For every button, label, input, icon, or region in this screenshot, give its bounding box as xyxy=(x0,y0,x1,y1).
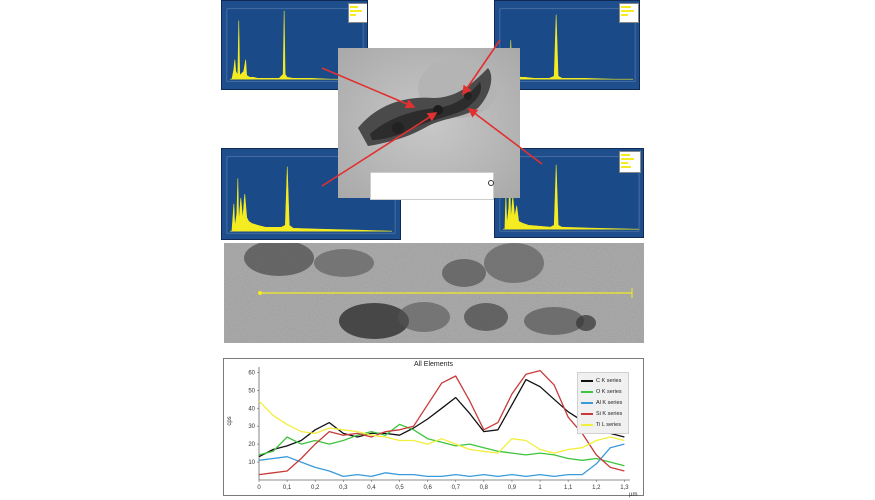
legend-label: C K series xyxy=(596,378,622,384)
x-tick-label: 0,1 xyxy=(283,485,292,491)
legend-label: Si K series xyxy=(596,411,623,417)
spectrum-legend xyxy=(619,151,641,173)
legend-item: C K series xyxy=(581,378,621,387)
legend-swatch xyxy=(581,401,593,404)
legend-swatch xyxy=(581,412,593,415)
y-tick-label: 60 xyxy=(248,370,255,376)
eds-spectrum-graphic xyxy=(499,156,640,232)
chart-series-group xyxy=(258,369,625,478)
series-line-o xyxy=(258,423,625,467)
x-axis-unit: µm xyxy=(629,492,637,498)
legend-item: Ti L series xyxy=(581,422,621,431)
eds-spectrum-panel-top-left xyxy=(221,0,368,90)
x-tick-label: 1,1 xyxy=(564,485,573,491)
x-tick-label: 1 xyxy=(538,485,542,491)
linescan-start-marker xyxy=(258,291,262,295)
tem-linescan-image xyxy=(224,243,644,343)
tem-image-graphic xyxy=(224,243,644,343)
x-tick-label: 0,5 xyxy=(395,485,404,491)
y-tick-label: 20 xyxy=(248,442,255,448)
sem-marker-icon xyxy=(488,180,494,186)
legend-label: O K series xyxy=(596,389,622,395)
x-tick-label: 0,2 xyxy=(311,485,320,491)
legend-item: O K series xyxy=(581,389,622,398)
series-line-al xyxy=(258,443,625,478)
legend-label: Ti L series xyxy=(596,422,621,428)
series-line-si xyxy=(258,369,625,476)
x-tick-label: 0,7 xyxy=(452,485,461,491)
legend-item: Si K series xyxy=(581,411,622,420)
x-tick-label: 0,3 xyxy=(339,485,348,491)
x-tick-label: 0,4 xyxy=(367,485,376,491)
legend-swatch xyxy=(581,423,593,426)
x-tick-label: 0,9 xyxy=(508,485,517,491)
y-tick-label: 10 xyxy=(248,460,255,466)
legend-label: Al K series xyxy=(596,400,623,406)
x-tick-label: 1,3 xyxy=(620,485,629,491)
eds-spectrum-graphic xyxy=(226,8,364,82)
y-tick-label: 30 xyxy=(248,424,255,430)
y-tick-label: 50 xyxy=(248,388,255,394)
x-tick-label: 0,6 xyxy=(423,485,432,491)
chart-title: All Elements xyxy=(414,361,453,368)
series-line-ti xyxy=(258,400,625,454)
legend-item: Al K series xyxy=(581,400,622,409)
legend-swatch xyxy=(581,379,593,382)
x-tick-label: 0 xyxy=(257,485,261,491)
x-tick-label: 0,8 xyxy=(480,485,489,491)
chart-legend: C K series O K series Al K series Si K seri… xyxy=(577,372,629,434)
x-tick-label: 1,2 xyxy=(592,485,601,491)
legend-swatch xyxy=(581,390,593,393)
chart-axes: 0 0,1 0,2 0,3 0,4 0,5 0,6 0,7 0,8 0,9 1 1,1 1,2 1,3 10… xyxy=(248,367,630,491)
spectrum-legend xyxy=(348,3,367,23)
y-axis-label: cps xyxy=(227,416,233,425)
y-tick-label: 40 xyxy=(248,406,255,412)
spectrum-legend xyxy=(619,3,639,23)
